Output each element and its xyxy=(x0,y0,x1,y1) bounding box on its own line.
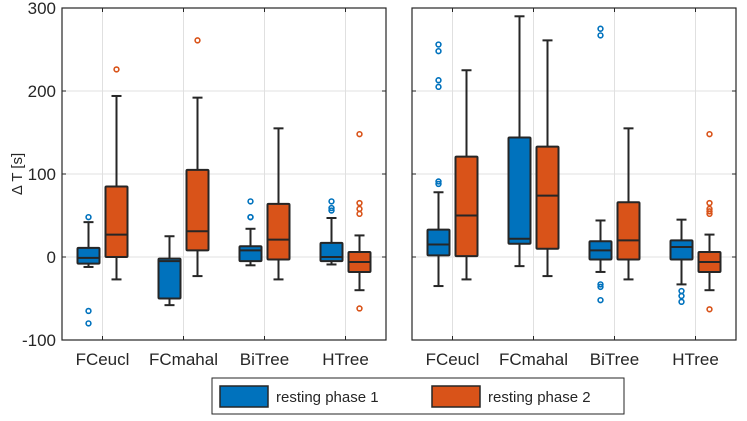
outlier-point xyxy=(328,198,335,205)
x-tick-label-htree: HTree xyxy=(672,350,719,369)
y-tick-label: 200 xyxy=(28,82,56,101)
legend: resting phase 1 resting phase 2 xyxy=(211,377,625,415)
box-htree-resting-phase-2 xyxy=(697,130,722,313)
x-tick-label-bitree: BiTree xyxy=(240,350,289,369)
box-body xyxy=(454,155,479,258)
x-tick-label-fcmahal: FCmahal xyxy=(499,350,568,369)
legend-frame xyxy=(211,377,625,415)
outlier-point xyxy=(328,204,335,212)
box-htree-resting-phase-2 xyxy=(347,130,372,312)
outlier-point xyxy=(597,296,604,304)
outlier-point xyxy=(597,281,604,288)
outlier-point xyxy=(194,37,201,44)
legend-swatch xyxy=(431,385,481,408)
outlier-point xyxy=(85,320,92,327)
y-tick-label: 100 xyxy=(28,165,56,184)
x-tick-label-bitree: BiTree xyxy=(590,350,639,369)
legend-entry-resting-phase-2: resting phase 2 xyxy=(431,385,591,408)
y-tick-label: 300 xyxy=(28,0,56,18)
x-tick-label-fcmahal: FCmahal xyxy=(149,350,218,369)
box-fceucl-resting-phase-1 xyxy=(76,213,101,327)
box-htree-resting-phase-1 xyxy=(319,198,344,266)
box-fceucl-resting-phase-2 xyxy=(454,69,479,281)
outlier-point xyxy=(435,178,442,185)
y-axis-label: Δ T [s] xyxy=(9,153,26,195)
outlier-point xyxy=(706,130,713,138)
outlier-point xyxy=(356,199,363,207)
legend-entry-resting-phase-1: resting phase 1 xyxy=(219,385,379,408)
box-body xyxy=(104,185,129,258)
outlier-point xyxy=(328,207,335,214)
outlier-point xyxy=(706,199,713,207)
box-body xyxy=(616,201,641,261)
left-panel: FCeucl FCmahal BiTree HTree -100 0 100 200 300 xyxy=(22,0,387,369)
outlier-point xyxy=(435,47,442,55)
box-body xyxy=(76,246,101,265)
x-tick-label-htree: HTree xyxy=(322,350,369,369)
box-body xyxy=(319,241,344,263)
box-bitree-resting-phase-1 xyxy=(588,25,613,304)
box-fcmahal-resting-phase-1 xyxy=(157,235,182,307)
box-body xyxy=(669,239,694,261)
box-fcmahal-resting-phase-2 xyxy=(535,39,560,278)
outlier-point xyxy=(706,306,713,313)
outlier-point xyxy=(597,25,604,32)
outlier-point xyxy=(678,287,685,295)
outlier-point xyxy=(435,77,442,84)
box-body xyxy=(266,202,291,261)
box-body xyxy=(185,168,210,252)
outlier-point xyxy=(678,292,685,300)
y-tick-label: -100 xyxy=(22,331,56,350)
outlier-point xyxy=(85,213,92,221)
outlier-point xyxy=(85,307,92,315)
outlier-point xyxy=(356,130,363,138)
outlier-point xyxy=(435,83,442,91)
outlier-point xyxy=(356,305,363,312)
box-body xyxy=(507,136,532,245)
outlier-point xyxy=(435,180,442,188)
outlier-point xyxy=(597,283,604,291)
outlier-point xyxy=(356,205,363,213)
outlier-point xyxy=(435,41,442,48)
outlier-point xyxy=(247,213,254,221)
box-body xyxy=(238,245,263,263)
box-fceucl-resting-phase-2 xyxy=(104,66,129,281)
box-htree-resting-phase-1 xyxy=(669,218,694,306)
y-tick-label: 0 xyxy=(47,248,56,267)
x-tick-label-fceucl: FCeucl xyxy=(426,350,480,369)
legend-label: resting phase 2 xyxy=(488,389,591,406)
legend-label: resting phase 1 xyxy=(276,389,379,406)
box-body xyxy=(157,257,182,300)
right-panel: FCeucl FCmahal BiTree HTree xyxy=(411,7,737,369)
outlier-point xyxy=(706,208,713,215)
outlier-point xyxy=(597,32,604,39)
outlier-point xyxy=(356,210,363,218)
box-fcmahal-resting-phase-2 xyxy=(185,37,210,278)
x-tick-label-fceucl: FCeucl xyxy=(76,350,130,369)
outlier-point xyxy=(247,198,254,205)
box-fcmahal-resting-phase-1 xyxy=(507,15,532,268)
box-body xyxy=(535,145,560,250)
box-bitree-resting-phase-1 xyxy=(238,198,263,267)
box-body xyxy=(426,228,451,257)
legend-swatch xyxy=(219,385,269,408)
outlier-point xyxy=(706,210,713,218)
box-bitree-resting-phase-2 xyxy=(266,127,291,281)
outlier-point xyxy=(113,66,120,73)
box-bitree-resting-phase-2 xyxy=(616,127,641,281)
outlier-point xyxy=(678,298,685,306)
box-fceucl-resting-phase-1 xyxy=(426,41,451,288)
